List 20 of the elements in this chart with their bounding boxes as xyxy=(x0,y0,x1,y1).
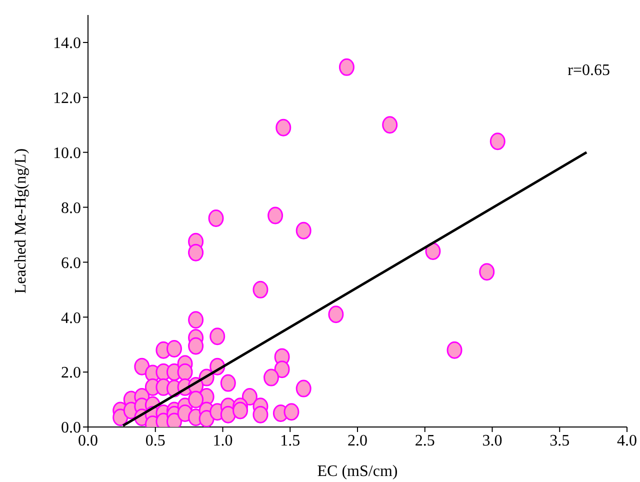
x-tick-label: 3.0 xyxy=(482,432,502,450)
x-tick-label: 1.0 xyxy=(212,432,233,450)
x-tick-label: 1.5 xyxy=(280,432,300,450)
y-tick-label: 12.0 xyxy=(53,90,81,108)
annotation: r=0.65 xyxy=(568,62,610,80)
x-tick-label: 2.5 xyxy=(414,432,435,450)
y-tick-label: 14.0 xyxy=(53,35,81,52)
y-tick-label: 10.0 xyxy=(53,145,81,162)
y-axis-title: Leached Me-Hg(ng/L) xyxy=(12,148,30,294)
y-tick-label: 2.0 xyxy=(61,364,81,382)
x-tick-label: 0.0 xyxy=(78,432,98,450)
y-tick-label: 0.0 xyxy=(61,420,81,437)
x-tick-label: 2.0 xyxy=(348,432,368,450)
y-tick-label: 8.0 xyxy=(61,200,81,217)
x-axis-title: EC (mS/cm) xyxy=(317,463,398,480)
x-tick-label: 0.5 xyxy=(145,432,166,450)
y-tick-label: 6.0 xyxy=(61,254,81,272)
x-tick-label: 3.5 xyxy=(550,432,570,450)
y-tick-label: 4.0 xyxy=(61,310,81,327)
x-tick-label: 4.0 xyxy=(617,432,637,450)
